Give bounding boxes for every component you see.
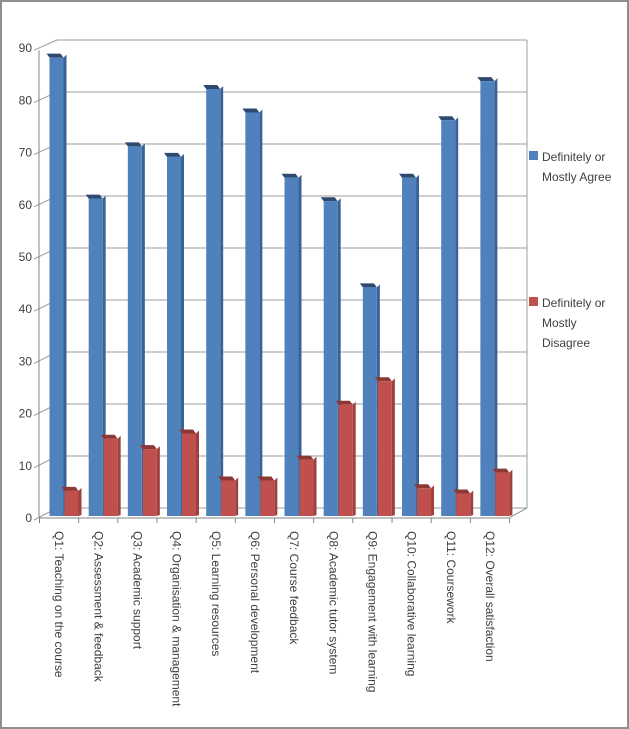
x-axis-category-label: Q4: Organisation & management: [170, 531, 184, 707]
x-axis-category-label: Q2: Assessment & feedback: [91, 531, 105, 683]
bar-disagree: [182, 433, 197, 516]
bar-disagree: [377, 381, 392, 516]
bar-agree: [167, 156, 182, 516]
bar-top-agree: [399, 173, 417, 178]
y-axis-tick-label: 30: [19, 354, 33, 368]
bar-agree: [323, 201, 338, 516]
bar-agree: [284, 177, 299, 516]
bar-disagree: [64, 490, 79, 516]
x-axis-category-label: Q6: Personal development: [248, 531, 262, 674]
bar-disagree: [103, 438, 118, 516]
bar-agree: [480, 81, 495, 516]
bar-top-agree: [477, 77, 495, 82]
bar-top-disagree: [414, 484, 432, 489]
y-axis-tick-label: 0: [25, 511, 32, 525]
bar-agree: [88, 198, 103, 516]
bar-side-disagree: [431, 485, 435, 516]
bar-side-agree: [141, 143, 145, 516]
bar-disagree: [142, 449, 157, 516]
bar-side-agree: [181, 153, 185, 516]
y-axis-tick-label: 10: [19, 459, 33, 473]
x-axis-category-label: Q10: Collaborative learning: [405, 531, 419, 676]
bar-disagree: [260, 480, 275, 516]
bar-side-agree: [220, 85, 224, 517]
bar-top-disagree: [100, 434, 118, 439]
bar-top-agree: [46, 53, 64, 58]
y-axis-tick-label: 90: [19, 41, 33, 55]
bar-agree: [127, 146, 142, 516]
bar-side-disagree: [117, 435, 121, 516]
bar-agree: [245, 112, 260, 516]
x-axis-category-label: Q3: Academic support: [130, 531, 144, 650]
bar-top-agree: [124, 142, 142, 147]
bar-top-agree: [281, 173, 299, 178]
floor-right-edge: [508, 507, 528, 519]
bar-side-disagree: [78, 487, 82, 516]
y-axis-tick: [33, 39, 58, 51]
bar-side-disagree: [156, 446, 160, 516]
bar-side-agree: [298, 174, 302, 516]
x-axis-category-label: Q5: Learning resources: [209, 531, 223, 656]
bar-top-disagree: [374, 377, 392, 382]
bar-top-agree: [164, 152, 182, 157]
bar-top-disagree: [139, 445, 157, 450]
y-axis-tick-label: 60: [19, 198, 33, 212]
bar-disagree: [417, 488, 432, 516]
bar-agree: [402, 177, 417, 516]
bar-side-disagree: [313, 456, 317, 516]
bar-top-agree: [85, 194, 103, 199]
bar-disagree: [221, 480, 236, 516]
x-axis-category-label: Q12: Overall satisfaction: [483, 531, 497, 662]
bar-side-disagree: [196, 430, 200, 516]
x-axis-category-label: Q7: Course feedback: [287, 531, 301, 645]
bar-top-agree: [320, 197, 338, 202]
x-axis-category-label: Q11: Coursework: [444, 531, 458, 624]
bar-agree: [49, 57, 64, 516]
bar-top-agree: [242, 108, 260, 113]
bar-side-agree: [494, 78, 498, 516]
bar-top-agree: [359, 283, 377, 288]
bar-side-disagree: [391, 378, 395, 516]
bar-top-disagree: [61, 486, 79, 491]
y-axis-tick-label: 50: [19, 250, 33, 264]
bar-top-agree: [203, 84, 221, 89]
bar-side-disagree: [470, 490, 474, 516]
bar-agree: [362, 287, 377, 516]
bar-top-disagree: [296, 455, 314, 460]
bar-disagree: [338, 404, 353, 516]
bar-top-disagree: [179, 429, 197, 434]
bar-agree: [206, 88, 221, 517]
bar-side-disagree: [274, 477, 278, 516]
bar-side-disagree: [235, 477, 239, 516]
x-axis-category-label: Q1: Teaching on the course: [52, 531, 66, 678]
bar-side-agree: [455, 117, 459, 516]
bar-disagree: [456, 493, 471, 516]
bar-top-disagree: [492, 468, 510, 473]
y-axis-tick-label: 70: [19, 146, 33, 160]
bar-top-agree: [438, 116, 456, 121]
y-axis-tick-label: 40: [19, 302, 33, 316]
y-axis-tick-label: 80: [19, 93, 33, 107]
bar-top-disagree: [218, 476, 236, 481]
bar-disagree: [299, 459, 314, 516]
x-axis-category-label: Q8: Academic tutor system: [326, 531, 340, 674]
bar-side-agree: [259, 109, 263, 516]
bar-top-disagree: [257, 476, 275, 481]
bar-top-disagree: [453, 489, 471, 494]
bar-side-disagree: [509, 469, 513, 516]
bar-side-agree: [416, 174, 420, 516]
bar-side-agree: [63, 54, 67, 516]
bar-side-disagree: [352, 401, 356, 516]
bar-agree: [441, 120, 456, 516]
y-axis-tick-label: 20: [19, 407, 33, 421]
x-axis-category-label: Q9: Engagement with learning: [365, 531, 379, 692]
bar-disagree: [495, 472, 510, 516]
bar-top-disagree: [335, 400, 353, 405]
